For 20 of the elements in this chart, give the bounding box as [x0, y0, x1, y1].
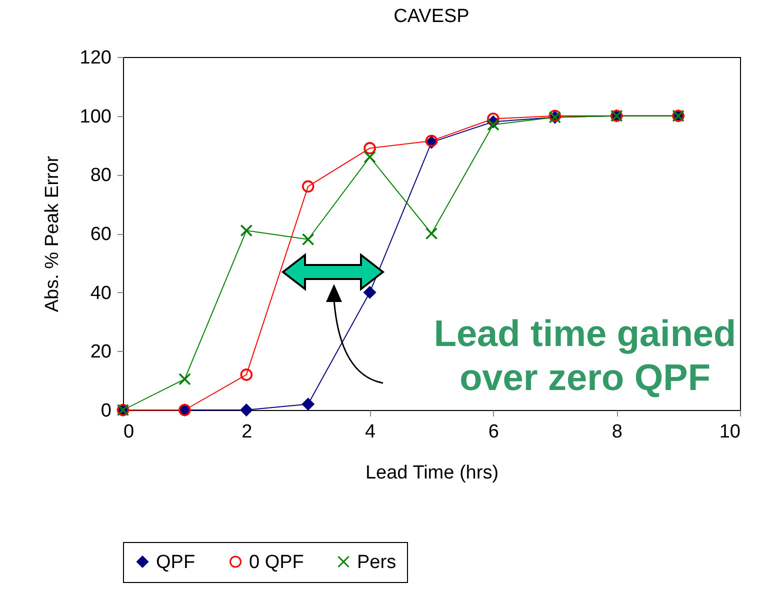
chart-title: CAVESP	[394, 6, 470, 27]
legend-label: Pers	[357, 552, 396, 573]
y-tick-label: 40	[90, 282, 112, 304]
legend-label: QPF	[156, 552, 196, 573]
y-tick-label: 120	[80, 48, 112, 68]
x-tick-label: 2	[242, 422, 252, 442]
y-tick-label: 80	[90, 165, 112, 186]
x-tick-label: 10	[719, 422, 740, 442]
y-tick-label: 20	[90, 342, 112, 363]
y-axis-title: Abs. % Peak Error	[42, 155, 63, 312]
x-axis-title: Lead Time (hrs)	[365, 462, 499, 484]
x-tick-label: 0	[124, 422, 134, 442]
x-tick-label: 4	[365, 422, 376, 442]
x-tick-label: 8	[612, 422, 622, 442]
x-tick-label: 6	[488, 422, 499, 442]
y-tick-label: 60	[90, 224, 112, 245]
legend-label: 0 QPF	[249, 552, 304, 573]
annotation: Lead time gained over zero QPF	[432, 312, 738, 400]
y-tick-label: 100	[80, 106, 112, 128]
y-tick-label: 0	[100, 400, 112, 422]
